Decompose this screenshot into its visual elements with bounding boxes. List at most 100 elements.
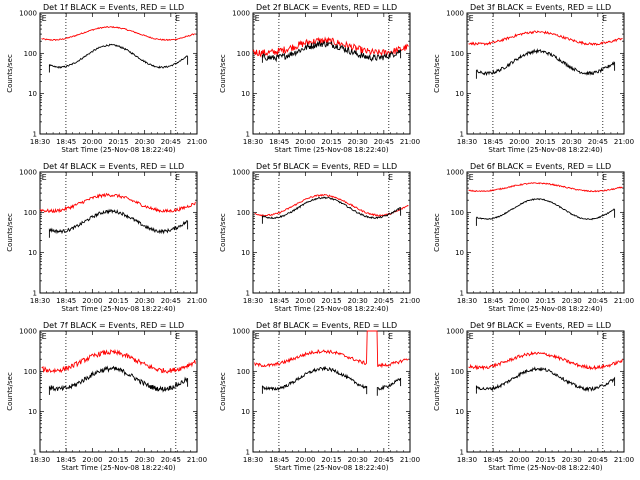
x-tick-label: 20:30 bbox=[348, 456, 368, 464]
series-lld-line bbox=[468, 30, 623, 46]
x-tick-label: 21:00 bbox=[614, 456, 634, 464]
event-marker-label: E bbox=[388, 332, 393, 341]
x-tick-label: 18:30 bbox=[243, 297, 263, 305]
x-tick-label: 20:00 bbox=[509, 138, 529, 146]
x-axis-label: Start Time (25-Nov-08 18:22:40) bbox=[488, 305, 602, 313]
x-tick-label: 21:00 bbox=[614, 297, 634, 305]
x-tick-label: 20:00 bbox=[509, 297, 529, 305]
plot-frame bbox=[39, 171, 198, 294]
x-tick-label: 18:45 bbox=[269, 297, 289, 305]
series-events-line bbox=[376, 377, 402, 396]
event-marker-label: E bbox=[602, 173, 607, 182]
event-marker-label: E bbox=[175, 332, 180, 341]
y-tick-label: 10 bbox=[28, 90, 37, 98]
plot-frame bbox=[466, 330, 625, 453]
x-tick-label: 20:15 bbox=[535, 138, 555, 146]
x-tick-label: 20:15 bbox=[535, 456, 555, 464]
y-axis-label: Counts/sec bbox=[219, 372, 227, 411]
series-lld-line bbox=[468, 350, 623, 371]
plot-frame bbox=[39, 12, 198, 135]
x-axis-label: Start Time (25-Nov-08 18:22:40) bbox=[61, 146, 175, 154]
y-tick-label: 10 bbox=[241, 408, 250, 416]
y-tick-label: 1000 bbox=[446, 10, 464, 18]
x-tick-label: 20:15 bbox=[321, 297, 341, 305]
series-events-line bbox=[261, 39, 402, 63]
panel-title: Det 5f BLACK = Events, RED = LLD bbox=[256, 162, 397, 171]
event-marker-label: E bbox=[255, 173, 260, 182]
panel-title: Det 2f BLACK = Events, RED = LLD bbox=[256, 3, 397, 12]
panel-title: Det 9f BLACK = Events, RED = LLD bbox=[470, 321, 611, 330]
x-tick-label: 18:45 bbox=[269, 138, 289, 146]
x-axis-label: Start Time (25-Nov-08 18:22:40) bbox=[274, 305, 388, 313]
x-tick-label: 20:45 bbox=[161, 138, 181, 146]
x-tick-label: 20:15 bbox=[108, 297, 128, 305]
y-tick-label: 100 bbox=[451, 50, 464, 58]
y-axis-label: Counts/sec bbox=[219, 213, 227, 252]
x-tick-label: 20:15 bbox=[108, 456, 128, 464]
chart-panel-6: Det 6f BLACK = Events, RED = LLD 1 10 100 10… bbox=[433, 162, 634, 313]
y-tick-label: 1000 bbox=[232, 328, 250, 336]
y-tick-label: 1000 bbox=[232, 169, 250, 177]
x-tick-label: 20:00 bbox=[295, 297, 315, 305]
x-tick-label: 20:45 bbox=[588, 138, 608, 146]
y-axis-label: Counts/sec bbox=[6, 372, 14, 411]
x-tick-label: 20:15 bbox=[535, 297, 555, 305]
series-lld-line bbox=[39, 192, 196, 214]
x-tick-label: 21:00 bbox=[187, 456, 207, 464]
y-tick-label: 1 bbox=[460, 449, 464, 457]
x-tick-label: 20:00 bbox=[82, 456, 102, 464]
series-events-line bbox=[48, 43, 189, 73]
x-tick-label: 18:45 bbox=[56, 456, 76, 464]
x-axis-label: Start Time (25-Nov-08 18:22:40) bbox=[488, 146, 602, 154]
x-tick-label: 20:00 bbox=[295, 456, 315, 464]
x-tick-label: 18:45 bbox=[483, 456, 503, 464]
plot-frame bbox=[39, 330, 198, 453]
event-marker-label: E bbox=[388, 173, 393, 182]
x-tick-label: 18:30 bbox=[457, 138, 477, 146]
x-tick-label: 20:30 bbox=[135, 456, 155, 464]
series-lld-line bbox=[254, 193, 409, 217]
panel-title: Det 4f BLACK = Events, RED = LLD bbox=[43, 162, 184, 171]
x-tick-label: 21:00 bbox=[400, 456, 420, 464]
x-axis-label: Start Time (25-Nov-08 18:22:40) bbox=[61, 464, 175, 472]
chart-panel-8: Det 8f BLACK = Events, RED = LLD 1 10 100 10… bbox=[219, 321, 420, 472]
x-tick-label: 21:00 bbox=[400, 138, 420, 146]
y-tick-label: 1 bbox=[246, 290, 250, 298]
series-events-line bbox=[475, 366, 616, 394]
x-tick-label: 20:45 bbox=[588, 297, 608, 305]
series-lld-line bbox=[41, 348, 196, 374]
series-events-line bbox=[475, 198, 616, 226]
plot-frame bbox=[252, 330, 411, 453]
y-tick-label: 100 bbox=[24, 50, 37, 58]
y-axis-label: Counts/sec bbox=[6, 213, 14, 252]
event-marker-label: E bbox=[602, 14, 607, 23]
x-tick-label: 20:30 bbox=[135, 138, 155, 146]
x-tick-label: 18:45 bbox=[269, 456, 289, 464]
y-tick-label: 1000 bbox=[446, 328, 464, 336]
series-events-line bbox=[48, 365, 189, 395]
x-tick-label: 20:00 bbox=[82, 138, 102, 146]
chart-panel-2: Det 2f BLACK = Events, RED = LLD 1 10 100 10… bbox=[219, 3, 420, 154]
series-events-line bbox=[261, 365, 368, 395]
y-axis-label: Counts/sec bbox=[6, 54, 14, 93]
series-lld-line bbox=[252, 36, 409, 58]
panel-title: Det 8f BLACK = Events, RED = LLD bbox=[256, 321, 397, 330]
x-tick-label: 18:30 bbox=[30, 456, 50, 464]
panel-title: Det 3f BLACK = Events, RED = LLD bbox=[470, 3, 611, 12]
x-tick-label: 18:30 bbox=[30, 297, 50, 305]
series-events-line bbox=[475, 48, 616, 79]
series-events-line bbox=[261, 196, 402, 224]
plot-frame bbox=[252, 171, 411, 294]
chart-panel-7: Det 7f BLACK = Events, RED = LLD 1 10 100 10… bbox=[6, 321, 207, 472]
y-tick-label: 10 bbox=[455, 408, 464, 416]
x-tick-label: 18:30 bbox=[457, 456, 477, 464]
y-tick-label: 100 bbox=[24, 368, 37, 376]
event-marker-label: E bbox=[602, 332, 607, 341]
event-marker-label: E bbox=[255, 14, 260, 23]
event-marker-label: E bbox=[175, 173, 180, 182]
event-marker-label: E bbox=[42, 14, 47, 23]
x-tick-label: 20:00 bbox=[295, 138, 315, 146]
series-lld-line bbox=[254, 330, 409, 369]
y-tick-label: 10 bbox=[455, 90, 464, 98]
